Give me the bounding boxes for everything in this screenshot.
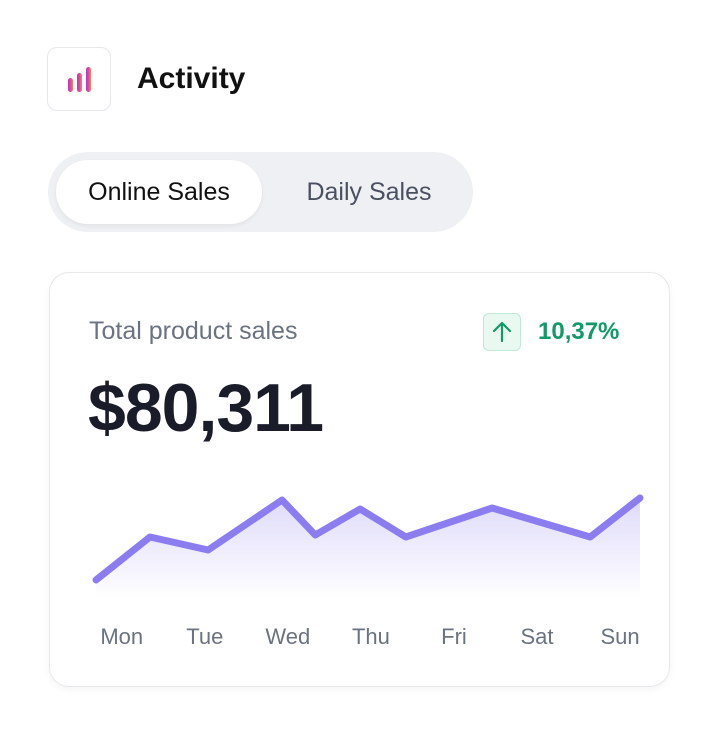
- card-label: Total product sales: [89, 317, 298, 345]
- tab[interactable]: Online Sales: [56, 160, 262, 224]
- x-tick-label: Thu: [352, 624, 390, 649]
- tab[interactable]: Daily Sales: [306, 178, 432, 206]
- icon-bar: [86, 67, 91, 92]
- x-tick-label: Mon: [100, 624, 143, 649]
- header-title: Activity: [137, 62, 246, 95]
- x-tick-label: Sat: [520, 624, 553, 649]
- area: [96, 498, 640, 600]
- total-value: $80,311: [88, 370, 324, 446]
- app-icon: [47, 47, 111, 111]
- x-tick-label: Wed: [265, 624, 310, 649]
- sales-card: Total product sales 10,37% $80,311: [49, 272, 670, 687]
- icon-graphic: [68, 67, 91, 92]
- x-tick-label: Tue: [186, 624, 223, 649]
- icon-bar: [68, 78, 73, 92]
- change-value: 10,37%: [538, 318, 620, 345]
- tab-bar: Online Sales Daily Sales: [48, 152, 473, 232]
- x-tick-label: Sun: [600, 624, 639, 649]
- icon-bar: [77, 73, 82, 92]
- arrow: [492, 321, 512, 343]
- x-tick-label: Fri: [441, 624, 467, 649]
- line: [92, 494, 644, 584]
- trend-icon: [483, 313, 521, 351]
